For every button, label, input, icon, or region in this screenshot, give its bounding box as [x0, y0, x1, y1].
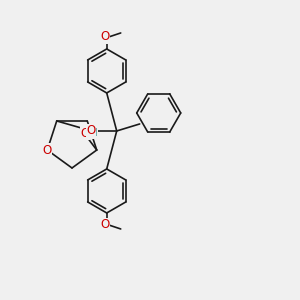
- Text: O: O: [100, 218, 109, 232]
- Text: O: O: [86, 124, 95, 137]
- Text: O: O: [100, 31, 109, 44]
- Text: O: O: [43, 143, 52, 157]
- Text: H: H: [90, 128, 98, 138]
- Text: O: O: [80, 127, 89, 140]
